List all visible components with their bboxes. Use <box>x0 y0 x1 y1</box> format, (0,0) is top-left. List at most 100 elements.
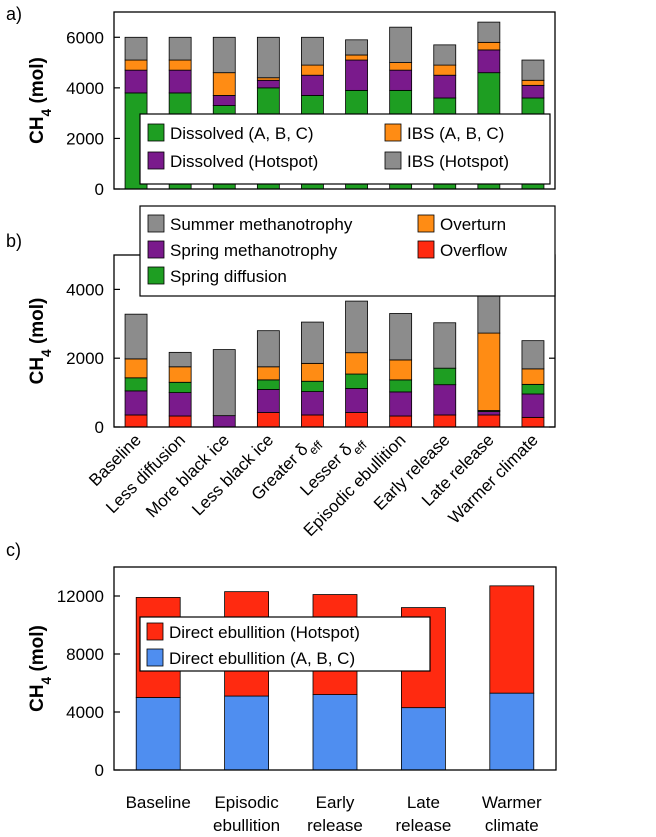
panel-a-bar-ibs-hotspot <box>389 26 413 63</box>
panel-a-bar-ibs-hotspot <box>433 44 457 66</box>
panel-b-bar-spring-diffusion <box>433 367 457 386</box>
panel-a-bar-dissolved-hotspot <box>256 79 280 89</box>
panel-b-bar-summer-methanotrophy <box>521 340 545 370</box>
panel-c: c) CH4 (mol) 0 4000 8000 12000 Baseline Episodi… <box>6 540 557 835</box>
panel-b-bar-spring-methanotrophy <box>477 411 501 416</box>
panel-a-legend-swatch-ibs-hotspot <box>384 151 402 170</box>
panel-a-bar-ibs-a-b-c <box>433 64 457 76</box>
panel-a-bar-ibs-hotspot <box>212 36 236 74</box>
panel-c-y-tick-label: 8000 <box>66 645 104 664</box>
panel-c-legend-swatch-direct-ebullition-a-b-c <box>146 648 164 667</box>
panel-c-bar-direct-ebullition-a-b-c <box>489 692 535 771</box>
panel-a-bar-ibs-hotspot <box>477 21 501 43</box>
panel-b-bar-summer-methanotrophy <box>168 351 192 368</box>
panel-b-bar-spring-methanotrophy <box>212 415 236 428</box>
panel-b-bar-spring-methanotrophy <box>301 391 324 416</box>
panel-b-bar-overflow <box>477 414 501 428</box>
panel-b-bar-spring-diffusion <box>124 377 148 392</box>
panel-c-x-tick-label: Early <box>316 793 355 812</box>
panel-c-y-tick-label: 12000 <box>57 587 104 606</box>
panel-c-legend-label-direct-ebullition-hotspot: Direct ebullition (Hotspot) <box>169 623 360 642</box>
panel-a-bar-ibs-hotspot <box>256 36 280 79</box>
panel-b-bar-spring-methanotrophy <box>124 390 148 416</box>
panel-a-label: a) <box>6 4 22 24</box>
panel-c-bar-direct-ebullition-a-b-c <box>224 695 270 771</box>
panel-b-label: b) <box>6 231 22 251</box>
panel-a-legend-swatch-dissolved-a-b-c <box>147 123 165 142</box>
panel-b-bar-overturn <box>168 366 192 383</box>
panel-c-plot-frame <box>113 566 557 771</box>
panel-b-legend <box>139 205 556 297</box>
panel-b-bar-summer-methanotrophy <box>389 313 413 361</box>
panel-c-x-tick-label: release <box>307 816 363 835</box>
panel-b-y-axis-label: CH4 (mol) <box>27 298 54 385</box>
panel-c-legend-label-direct-ebullition-a-b-c: Direct ebullition (A, B, C) <box>169 649 355 668</box>
panel-c-y-tick-label: 4000 <box>66 703 104 722</box>
panel-b-bar-spring-diffusion <box>389 379 413 393</box>
panel-b-bar-overturn <box>256 366 280 381</box>
panel-a-bar-ibs-a-b-c <box>212 72 236 96</box>
panel-a-bar-ibs-a-b-c <box>389 62 413 71</box>
panel-b-bar-spring-methanotrophy <box>256 389 280 413</box>
panel-a-y-tick-label: 4000 <box>66 79 104 98</box>
panel-a-legend <box>139 113 551 185</box>
panel-a-bar-ibs-a-b-c <box>521 79 545 86</box>
panel-a-bar-ibs-hotspot <box>521 59 545 81</box>
panel-a-legend-swatch-dissolved-hotspot <box>147 151 165 170</box>
panel-c-bar-direct-ebullition-a-b-c <box>400 707 446 771</box>
panel-b-bar-spring-methanotrophy <box>168 392 192 417</box>
panel-b-legend-swatch-overturn <box>417 214 435 233</box>
panel-a-legend-label-dissolved-a-b-c: Dissolved (A, B, C) <box>170 124 314 143</box>
panel-c-x-tick-label: ebullition <box>213 816 280 835</box>
panel-a-bar-dissolved-hotspot <box>212 95 236 106</box>
panel-b-bar-spring-diffusion <box>301 380 324 392</box>
panel-a: a) CH4 (mol) 0 2000 4000 6000 Dissolved (A, B,… <box>6 4 556 199</box>
panel-b-bar-overflow <box>433 414 457 428</box>
panel-c-y-tick-label: 0 <box>95 761 104 780</box>
panel-b-bar-spring-diffusion <box>256 379 280 390</box>
panel-a-bar-dissolved-hotspot <box>477 49 501 74</box>
panel-b-bar-overturn <box>124 358 148 379</box>
panel-a-bar-ibs-hotspot <box>345 39 368 56</box>
panel-b-bar-spring-methanotrophy <box>433 384 457 416</box>
panel-a-bar-dissolved-hotspot <box>168 69 192 94</box>
panel-b-bar-summer-methanotrophy <box>212 349 236 417</box>
panel-a-bar-ibs-hotspot <box>168 36 192 61</box>
panel-a-bar-dissolved-hotspot <box>521 84 545 99</box>
panel-a-bar-ibs-hotspot <box>301 36 324 66</box>
panel-b-bar-overflow <box>256 412 280 428</box>
panel-a-bar-dissolved-hotspot <box>124 69 148 94</box>
panel-b-bar-overturn <box>345 352 368 375</box>
panel-b-y-tick-label: 0 <box>95 418 104 437</box>
panel-b-bar-spring-methanotrophy <box>521 393 545 418</box>
panel-b-bar-spring-diffusion <box>521 383 545 395</box>
panel-c-x-tick-label: Episodic <box>214 793 279 812</box>
panel-a-legend-label-ibs-a-b-c: IBS (A, B, C) <box>407 124 504 143</box>
panel-b-bar-overflow <box>521 416 545 428</box>
panel-b-bar-summer-methanotrophy <box>433 322 457 369</box>
panel-c-legend <box>139 616 431 672</box>
panel-c-y-axis-label: CH4 (mol) <box>27 625 54 712</box>
panel-a-legend-label-ibs-hotspot: IBS (Hotspot) <box>407 152 509 171</box>
panel-b-legend-swatch-spring-diffusion <box>147 266 165 285</box>
panel-b-legend-swatch-overflow <box>417 240 435 259</box>
panel-c-x-tick-label: release <box>396 816 452 835</box>
panel-b-bar-summer-methanotrophy <box>256 330 280 368</box>
panel-b-bar-overflow <box>124 414 148 428</box>
panel-b-bar-overflow <box>168 415 192 428</box>
panel-b-bar-overturn <box>477 332 501 411</box>
panel-a-y-tick-label: 2000 <box>66 129 104 148</box>
panel-b-bar-spring-methanotrophy <box>345 388 368 413</box>
panel-a-plot-frame <box>113 11 556 190</box>
panel-b-bar-spring-diffusion <box>345 373 368 389</box>
panel-b-bar-spring-diffusion <box>168 381 192 393</box>
panel-b-bar-overturn <box>301 362 324 382</box>
panel-b-bar-overturn <box>389 359 413 381</box>
panel-c-bar-direct-ebullition-hotspot <box>489 585 535 694</box>
panel-b-bar-overflow <box>301 414 324 428</box>
panel-b-bar-overturn <box>521 368 545 385</box>
panel-b-bar-overflow <box>389 415 413 428</box>
panel-b-bar-summer-methanotrophy <box>301 321 324 364</box>
